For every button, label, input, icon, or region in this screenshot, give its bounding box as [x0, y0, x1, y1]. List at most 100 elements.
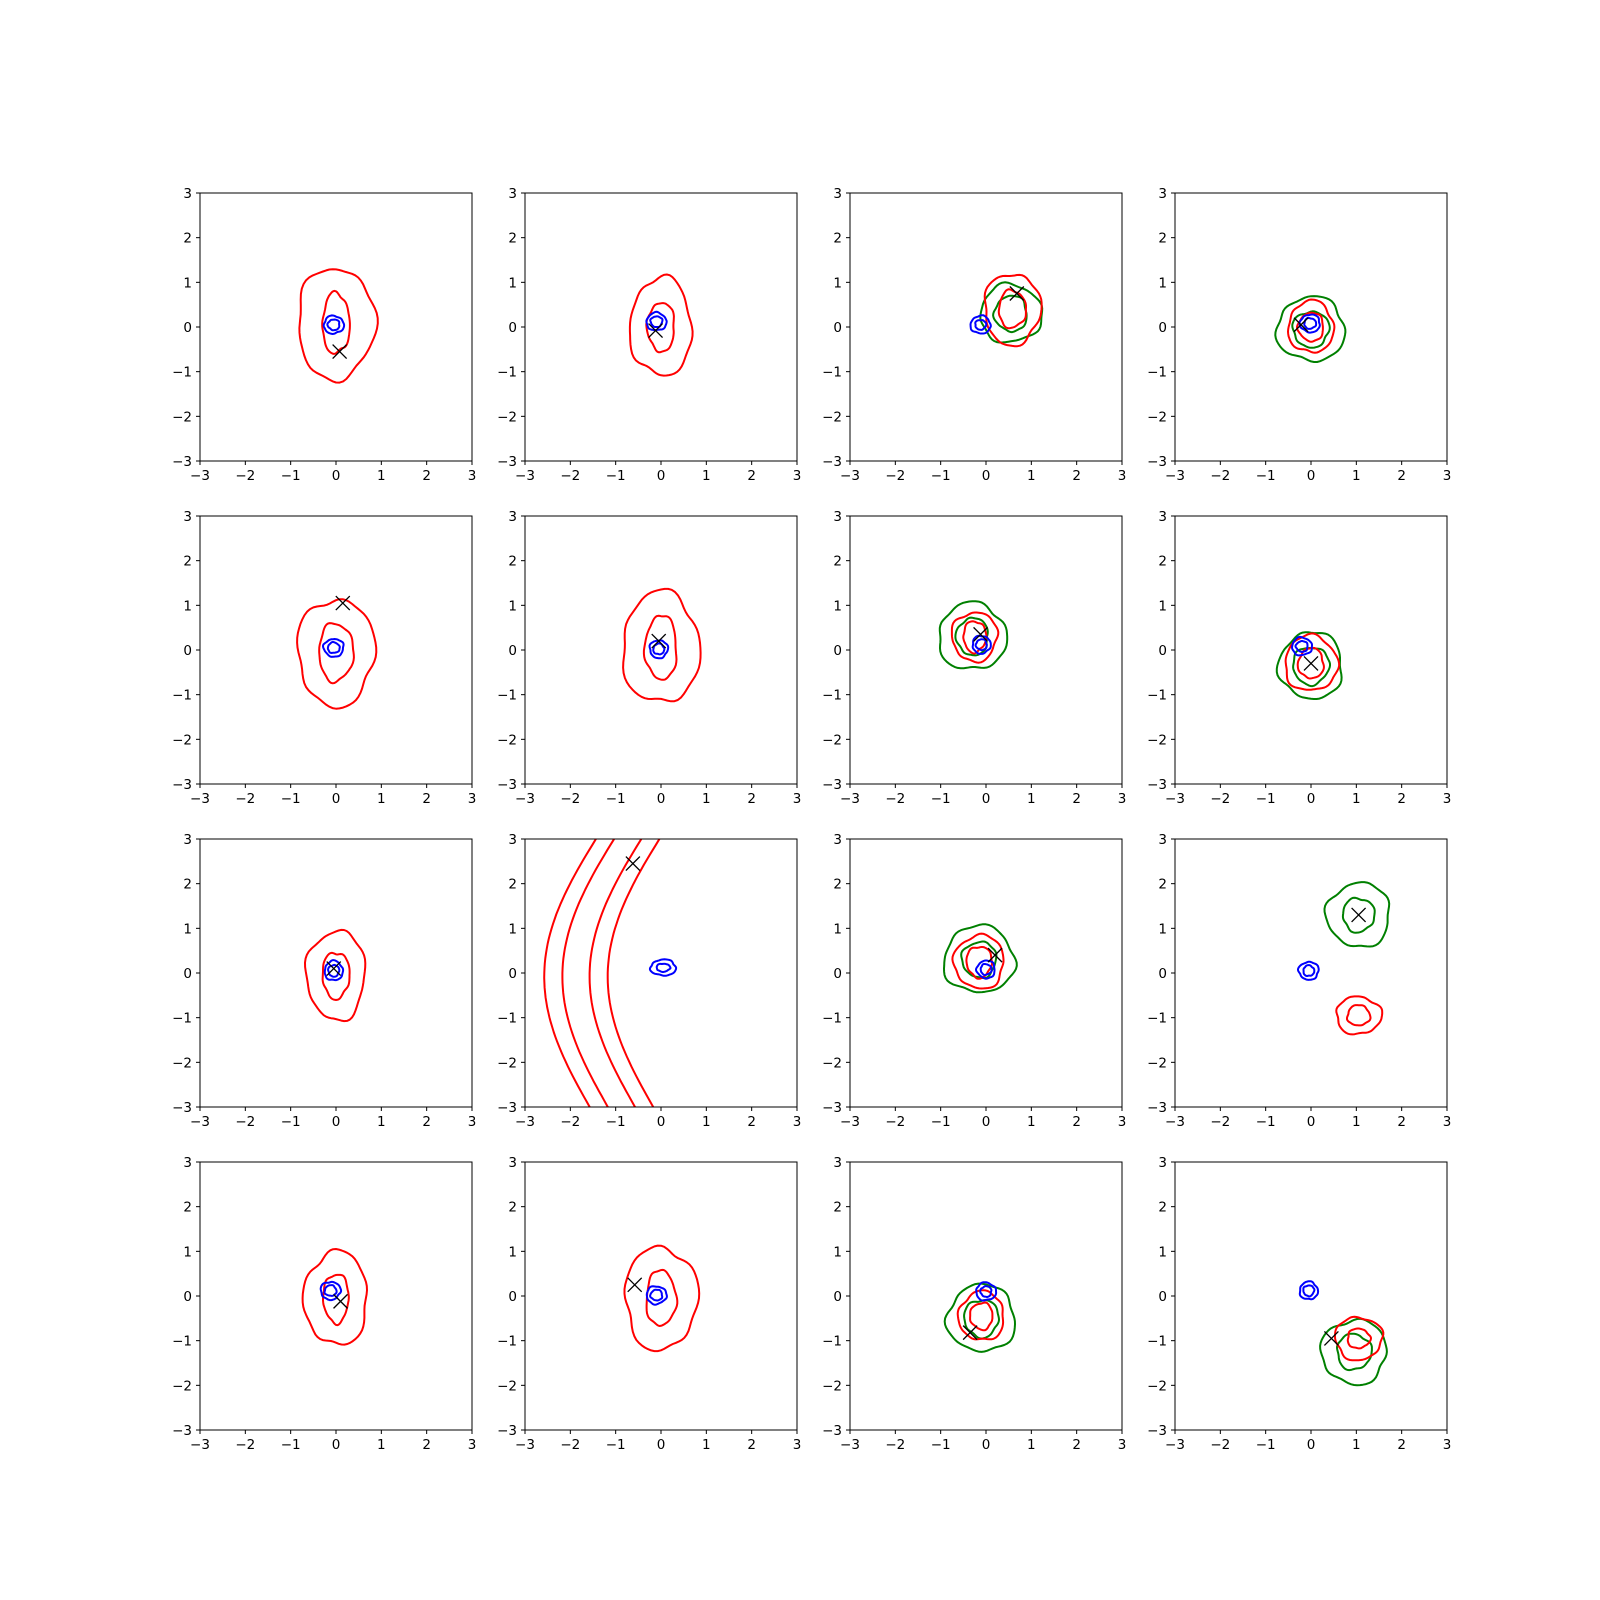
x-tick-label: 3: [1443, 1437, 1452, 1453]
y-tick-label: 3: [833, 509, 842, 525]
blue-contour: [1303, 316, 1318, 330]
y-tick-label: 3: [508, 509, 517, 525]
x-tick-label: 3: [1443, 468, 1452, 484]
x-tick-label: −3: [190, 1437, 210, 1453]
y-tick-label: 0: [183, 643, 192, 659]
x-tick-label: 3: [1118, 1437, 1127, 1453]
x-tick-label: 0: [982, 1437, 991, 1453]
blue-contour: [323, 1284, 338, 1297]
x-marker: [1009, 286, 1025, 301]
x-tick-label: −1: [931, 1114, 951, 1130]
y-tick-label: −1: [822, 365, 842, 381]
x-tick-label: 1: [1352, 468, 1361, 484]
subplot-3-1: −3−3 −2 −2 −1 −1 0 0 1 1 2 2 3 3: [172, 832, 476, 1130]
y-tick-label: 2: [1158, 1200, 1167, 1216]
x-tick-label: −1: [281, 791, 301, 807]
x-tick-label: 3: [793, 1437, 802, 1453]
x-tick-label: −2: [1210, 791, 1230, 807]
x-tick-label: −1: [1256, 468, 1276, 484]
x-tick-label: 0: [657, 791, 666, 807]
y-tick-label: −3: [1147, 454, 1167, 470]
plot-area: [1275, 631, 1343, 700]
y-tick-label: −3: [172, 454, 192, 470]
plot-area: [301, 1248, 368, 1346]
subplot-grid: −3−3−2−2−1−100112233−3−3−2−2−1−100112233…: [172, 186, 1451, 1453]
x-tick-label: 2: [747, 791, 756, 807]
y-tick-label: 0: [508, 966, 517, 982]
x-tick-label: −1: [931, 468, 951, 484]
y-tick-label: −3: [822, 454, 842, 470]
x-marker: [335, 595, 351, 611]
blue-contour: [971, 634, 992, 655]
x-marker: [651, 633, 667, 649]
y-tick-label: −2: [497, 1055, 517, 1071]
red-contour: [997, 288, 1027, 330]
x-tick-label: −2: [235, 1437, 255, 1453]
x-tick-label: 1: [702, 791, 711, 807]
y-tick-label: −3: [1147, 1100, 1167, 1116]
y-tick-label: 1: [833, 1244, 842, 1260]
x-tick-label: −2: [1210, 468, 1230, 484]
x-tick-label: 3: [1443, 1114, 1452, 1130]
x-tick-label: 1: [1027, 1437, 1036, 1453]
y-tick-label: 3: [833, 1155, 842, 1171]
green-contour: [1341, 896, 1376, 934]
y-tick-label: −1: [172, 1334, 192, 1350]
red-contour: [301, 1248, 368, 1346]
x-tick-label: 3: [468, 468, 477, 484]
red-contour: [1287, 298, 1336, 354]
x-tick-label: 0: [982, 468, 991, 484]
green-contour: [1336, 1332, 1373, 1372]
y-tick-label: −1: [822, 1334, 842, 1350]
y-tick-label: 1: [508, 1244, 517, 1260]
x-tick-label: 2: [422, 1114, 431, 1130]
green-contour: [1319, 1317, 1388, 1387]
blue-contour: [1294, 640, 1309, 653]
subplot-2-1: −3−3 −2 −2 −1 −1 0 0 1 1 2 2 3 3: [172, 509, 476, 807]
plot-area: [296, 595, 378, 710]
y-tick-label: 1: [1158, 598, 1167, 614]
y-tick-label: 0: [833, 643, 842, 659]
x-marker: [1293, 317, 1309, 333]
x-tick-label: −3: [190, 791, 210, 807]
red-contour: [543, 839, 661, 1107]
x-tick-label: −1: [281, 1437, 301, 1453]
x-tick-label: 3: [468, 1114, 477, 1130]
red-contour: [1296, 311, 1324, 343]
red-contour: [1346, 1327, 1372, 1350]
red-contour: [298, 268, 379, 384]
blue-contour: [648, 958, 678, 977]
x-tick-label: −3: [1165, 1114, 1185, 1130]
y-tick-label: −1: [172, 1011, 192, 1027]
x-tick-label: 3: [468, 1437, 477, 1453]
x-tick-label: 2: [422, 1437, 431, 1453]
plot-area: [304, 928, 367, 1023]
x-tick-label: −1: [606, 468, 626, 484]
red-contour: [1296, 646, 1325, 680]
plot-area: [543, 839, 678, 1107]
y-tick-label: −3: [822, 1423, 842, 1439]
x-tick-label: −2: [235, 1114, 255, 1130]
y-tick-label: 3: [508, 186, 517, 202]
blue-contour: [323, 959, 345, 982]
y-tick-label: −2: [497, 1378, 517, 1394]
red-contour: [983, 273, 1043, 348]
x-tick-label: 3: [793, 468, 802, 484]
x-marker: [973, 626, 989, 642]
green-contour: [1274, 295, 1347, 363]
x-tick-label: −2: [235, 468, 255, 484]
x-tick-label: 2: [1397, 1114, 1406, 1130]
y-tick-label: −2: [822, 1055, 842, 1071]
x-tick-label: 0: [657, 1114, 666, 1130]
subplot-4-3: −3−3 −2 −2 −1 −1 0 0 1 1 2 2 3 3: [822, 1155, 1126, 1453]
plot-area: [623, 1244, 701, 1353]
y-tick-label: 0: [833, 966, 842, 982]
y-tick-label: 2: [1158, 554, 1167, 570]
x-tick-label: 0: [332, 1114, 341, 1130]
red-contour: [956, 1289, 1005, 1341]
y-tick-label: −3: [497, 454, 517, 470]
x-tick-label: 3: [1118, 791, 1127, 807]
x-tick-label: 0: [332, 468, 341, 484]
y-tick-label: 0: [1158, 966, 1167, 982]
blue-contour: [974, 638, 988, 652]
